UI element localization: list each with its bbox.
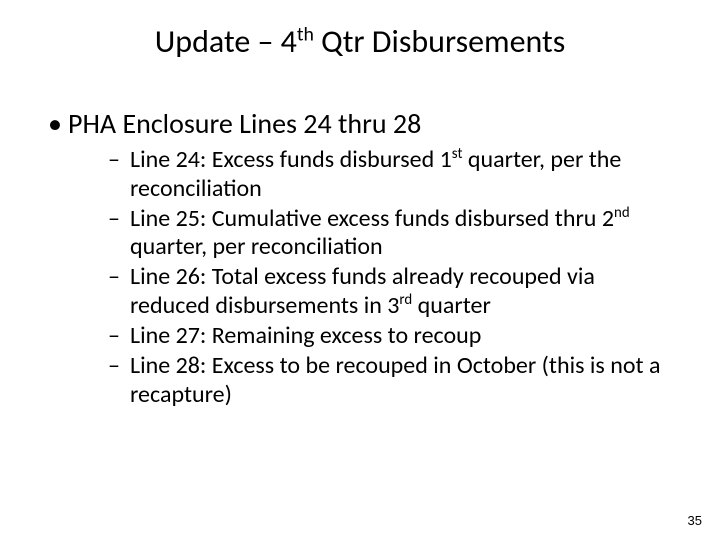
dash-icon: – bbox=[108, 352, 130, 380]
level1-text: PHA Enclosure Lines 24 thru 28 bbox=[68, 106, 421, 141]
slide-title: Update – 4th Qtr Disbursements bbox=[0, 22, 720, 61]
item-pre: Line 27: Remaining excess to recoup bbox=[130, 321, 481, 350]
title-pre: Update – 4 bbox=[155, 22, 297, 61]
bullet-dot-icon: • bbox=[48, 108, 68, 140]
bullet-level1: •PHA Enclosure Lines 24 thru 28 bbox=[40, 108, 680, 140]
item-pre: Line 24: Excess funds disbursed 1 bbox=[130, 145, 452, 174]
bullet-level2: –Line 24: Excess funds disbursed 1st qua… bbox=[40, 146, 680, 203]
item-sup: nd bbox=[614, 203, 630, 221]
item-pre: Line 25: Cumulative excess funds disburs… bbox=[130, 204, 614, 233]
item-sup: rd bbox=[399, 290, 412, 308]
item-pre: Line 28: Excess to be recouped in Octobe… bbox=[130, 351, 660, 408]
dash-icon: – bbox=[108, 263, 130, 291]
slide-body: •PHA Enclosure Lines 24 thru 28 –Line 24… bbox=[40, 108, 680, 411]
item-post: quarter, per reconciliation bbox=[130, 232, 383, 261]
dash-icon: – bbox=[108, 146, 130, 174]
title-post: Qtr Disbursements bbox=[314, 22, 565, 61]
bullet-level2: –Line 25: Cumulative excess funds disbur… bbox=[40, 205, 680, 262]
dash-icon: – bbox=[108, 322, 130, 350]
bullet-level2: –Line 26: Total excess funds already rec… bbox=[40, 263, 680, 320]
title-sup: th bbox=[297, 22, 314, 46]
dash-icon: – bbox=[108, 205, 130, 233]
bullet-level2: –Line 28: Excess to be recouped in Octob… bbox=[40, 352, 680, 409]
page-number: 35 bbox=[688, 513, 702, 528]
item-sup: st bbox=[452, 144, 463, 162]
item-pre: Line 26: Total excess funds already reco… bbox=[130, 262, 595, 319]
slide: Update – 4th Qtr Disbursements •PHA Encl… bbox=[0, 0, 720, 540]
item-post: quarter bbox=[412, 291, 491, 320]
bullet-level2: –Line 27: Remaining excess to recoup bbox=[40, 322, 680, 350]
